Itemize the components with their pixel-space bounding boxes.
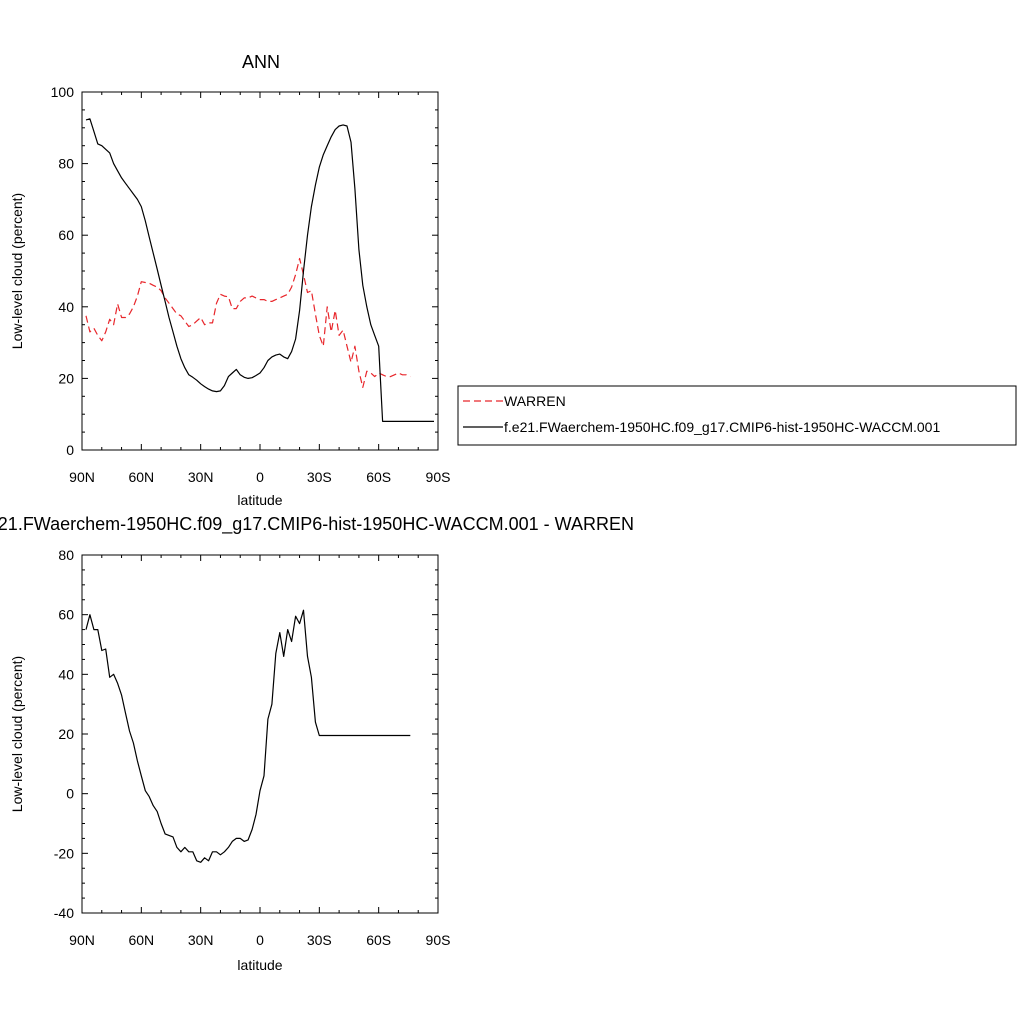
top-x-tick-label: 90N — [69, 469, 95, 485]
bottom-chart-series — [85, 609, 411, 863]
bottom-chart-ticks: -40 -20 0 20 40 60 80 90N 60N 30N 0 30S 60S 90S — [54, 547, 451, 948]
legend-box — [457, 385, 1017, 446]
top-chart-y-axis-label: Low-level cloud (percent) — [9, 193, 25, 349]
top-chart-ticks: 0 20 40 60 80 100 90N 60N 30N 0 30S 60S 90S — [51, 84, 451, 485]
bottom-chart-panel: f.e21.FWaerchem-1950HC.f09_g17.CMIP6-his… — [0, 514, 634, 973]
bottom-x-tick-label: 30N — [188, 932, 214, 948]
top-x-tick-label: 90S — [426, 469, 451, 485]
top-x-tick-label: 0 — [256, 469, 264, 485]
top-chart-panel: ANN Low-level cloud (percent) latitude 0… — [9, 52, 450, 508]
bottom-chart-y-axis-label: Low-level cloud (percent) — [9, 656, 25, 812]
bottom-y-tick-label: 0 — [66, 786, 74, 802]
bottom-y-tick-label: 80 — [58, 547, 74, 563]
legend-label-warren: WARREN — [504, 393, 566, 409]
bottom-y-tick-label: 20 — [58, 726, 74, 742]
bottom-x-tick-label: 90S — [426, 932, 451, 948]
top-y-tick-label: 80 — [58, 156, 74, 172]
bottom-y-tick-label: -20 — [54, 845, 74, 861]
top-chart-frame — [81, 91, 439, 451]
bottom-x-tick-label: 90N — [69, 932, 95, 948]
top-x-tick-label: 30N — [188, 469, 214, 485]
bottom-chart-frame — [81, 554, 439, 914]
top-y-tick-label: 20 — [58, 370, 74, 386]
top-series-line-model — [85, 118, 434, 422]
legend-label-model: f.e21.FWaerchem-1950HC.f09_g17.CMIP6-his… — [504, 419, 940, 435]
bottom-y-tick-label: 60 — [58, 607, 74, 623]
bottom-x-tick-label: 60N — [128, 932, 154, 948]
top-y-tick-label: 60 — [58, 227, 74, 243]
top-y-tick-label: 0 — [66, 442, 74, 458]
bottom-y-tick-label: -40 — [54, 905, 74, 921]
legend: WARREN f.e21.FWaerchem-1950HC.f09_g17.CM… — [457, 385, 1017, 446]
bottom-x-tick-label: 30S — [307, 932, 332, 948]
top-y-tick-label: 40 — [58, 299, 74, 315]
top-x-tick-label: 60S — [366, 469, 391, 485]
bottom-x-tick-label: 0 — [256, 932, 264, 948]
top-chart-x-axis-label: latitude — [237, 492, 282, 508]
bottom-x-tick-label: 60S — [366, 932, 391, 948]
top-chart-series — [85, 118, 434, 422]
top-x-tick-label: 60N — [128, 469, 154, 485]
bottom-y-tick-label: 40 — [58, 666, 74, 682]
top-y-tick-label: 100 — [51, 84, 75, 100]
bottom-chart-title: f.e21.FWaerchem-1950HC.f09_g17.CMIP6-his… — [0, 514, 634, 535]
top-x-tick-label: 30S — [307, 469, 332, 485]
bottom-chart-x-axis-label: latitude — [237, 957, 282, 973]
top-chart-title: ANN — [242, 52, 280, 72]
bottom-series-line-model — [85, 609, 411, 863]
